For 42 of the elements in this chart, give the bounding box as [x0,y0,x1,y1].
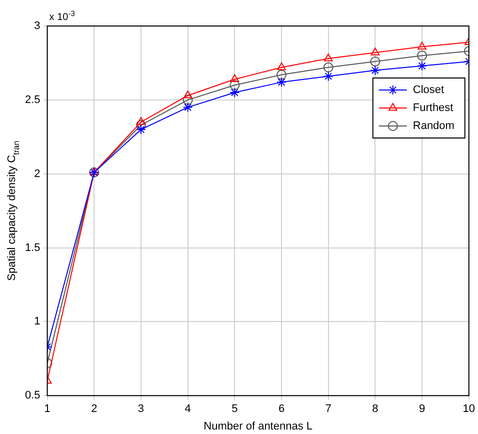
legend-label: Closet [412,84,444,96]
x-tick-label: 6 [278,403,285,416]
point [183,90,192,98]
y-tick-label: 2.5 [24,94,40,106]
point [370,56,380,66]
x-axis-title: Number of antennas L [204,420,313,432]
y-tick-label: 1 [34,316,40,328]
point [276,77,287,88]
point [370,48,380,56]
point [418,42,426,50]
point [230,80,240,90]
point [277,62,286,70]
point [276,70,287,80]
point [182,102,193,112]
y-tick-label: 2 [34,168,40,180]
x-tick-label: 1 [44,403,50,416]
y-axis-title: Spatial capacity density Ctran [6,140,21,281]
x-tick-label: 7 [325,403,332,416]
y-tick-label: 0.5 [24,390,40,402]
y-tick-label: 3 [34,20,40,32]
point [323,62,334,72]
point [136,124,146,134]
point [417,60,428,71]
x-tick-label: 3 [138,403,144,416]
x-tick-label: 9 [418,403,426,416]
point [417,50,428,61]
point [136,120,146,130]
point [230,88,240,98]
point [324,54,333,62]
y-tick-label: 1.5 [24,242,40,254]
point [323,71,334,82]
x-tick-label: 10 [462,403,476,416]
x-tick-label: 8 [372,403,378,416]
point [182,94,193,105]
x-tick-label: 4 [184,403,191,416]
x-tick-label: 2 [91,403,98,416]
point [230,74,240,82]
legend-label: Random [412,120,454,132]
x-tick-label: 5 [232,403,238,416]
point [370,65,380,76]
point [136,117,146,125]
legend-label: Furthest [412,102,454,114]
